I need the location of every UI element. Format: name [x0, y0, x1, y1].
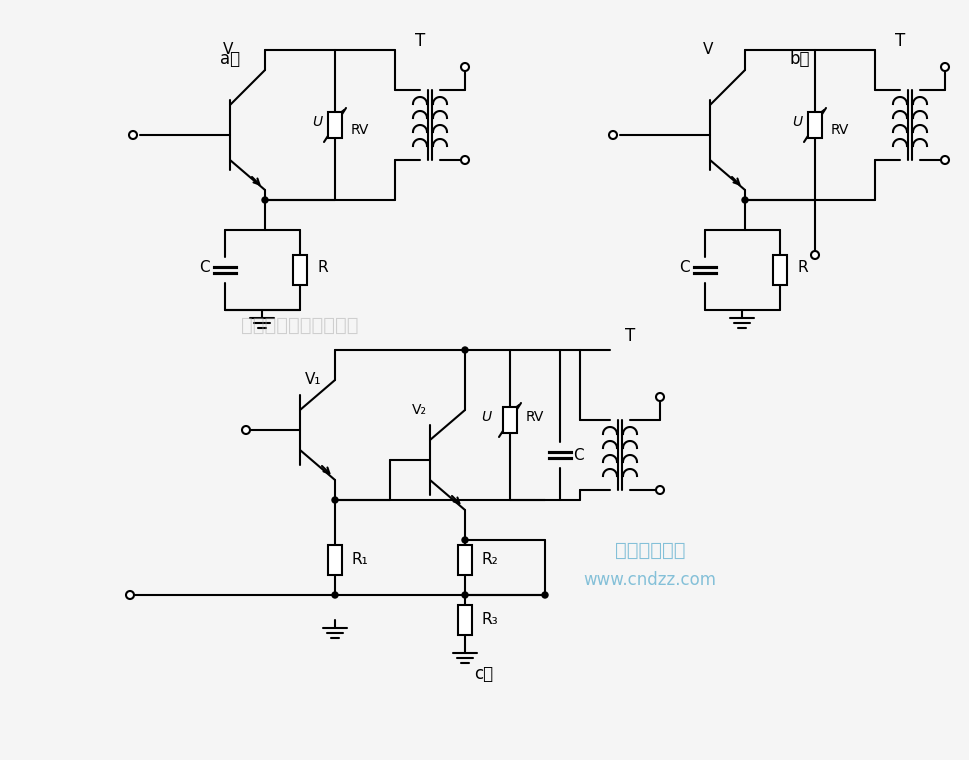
Circle shape	[462, 592, 468, 598]
Text: R: R	[798, 259, 808, 274]
Text: 电子电路图站: 电子电路图站	[614, 540, 685, 559]
Text: C: C	[678, 259, 689, 274]
Text: R₃: R₃	[482, 613, 499, 628]
Text: V: V	[703, 42, 713, 57]
Circle shape	[126, 591, 134, 599]
Circle shape	[262, 197, 268, 203]
Bar	[328, 545, 342, 575]
Circle shape	[941, 156, 949, 164]
Circle shape	[332, 497, 338, 503]
Text: $U$: $U$	[792, 115, 804, 129]
Circle shape	[461, 63, 469, 71]
Bar	[458, 545, 472, 575]
Circle shape	[656, 393, 664, 401]
Circle shape	[941, 63, 949, 71]
Text: T: T	[415, 32, 425, 50]
Circle shape	[542, 592, 548, 598]
Text: C: C	[199, 259, 209, 274]
Circle shape	[462, 537, 468, 543]
Text: T: T	[625, 327, 635, 345]
Text: V: V	[223, 42, 234, 57]
Text: R₂: R₂	[482, 553, 499, 568]
Text: C: C	[573, 448, 583, 463]
Circle shape	[129, 131, 137, 139]
Circle shape	[332, 592, 338, 598]
Bar	[808, 112, 822, 138]
Text: T: T	[895, 32, 905, 50]
Bar	[503, 407, 517, 433]
Text: c）: c）	[475, 665, 493, 683]
Text: 杭州将睿科技有限公司: 杭州将睿科技有限公司	[241, 315, 359, 334]
Bar	[773, 255, 787, 285]
Text: $U$: $U$	[312, 115, 324, 129]
Text: V₂: V₂	[412, 403, 427, 417]
Circle shape	[742, 197, 748, 203]
Text: RV: RV	[831, 123, 850, 137]
Circle shape	[461, 156, 469, 164]
Text: www.cndzz.com: www.cndzz.com	[583, 571, 716, 589]
Circle shape	[609, 131, 617, 139]
Circle shape	[242, 426, 250, 434]
Bar	[328, 112, 342, 138]
Text: RV: RV	[526, 410, 545, 424]
Text: R: R	[318, 259, 328, 274]
Text: b）: b）	[790, 50, 810, 68]
Text: V₁: V₁	[305, 372, 322, 387]
Text: RV: RV	[351, 123, 369, 137]
Bar	[458, 605, 472, 635]
Text: R₁: R₁	[352, 553, 369, 568]
Bar	[293, 255, 307, 285]
Text: $U$: $U$	[482, 410, 493, 424]
Text: a）: a）	[220, 50, 240, 68]
Circle shape	[811, 251, 819, 259]
Circle shape	[462, 347, 468, 353]
Circle shape	[656, 486, 664, 494]
